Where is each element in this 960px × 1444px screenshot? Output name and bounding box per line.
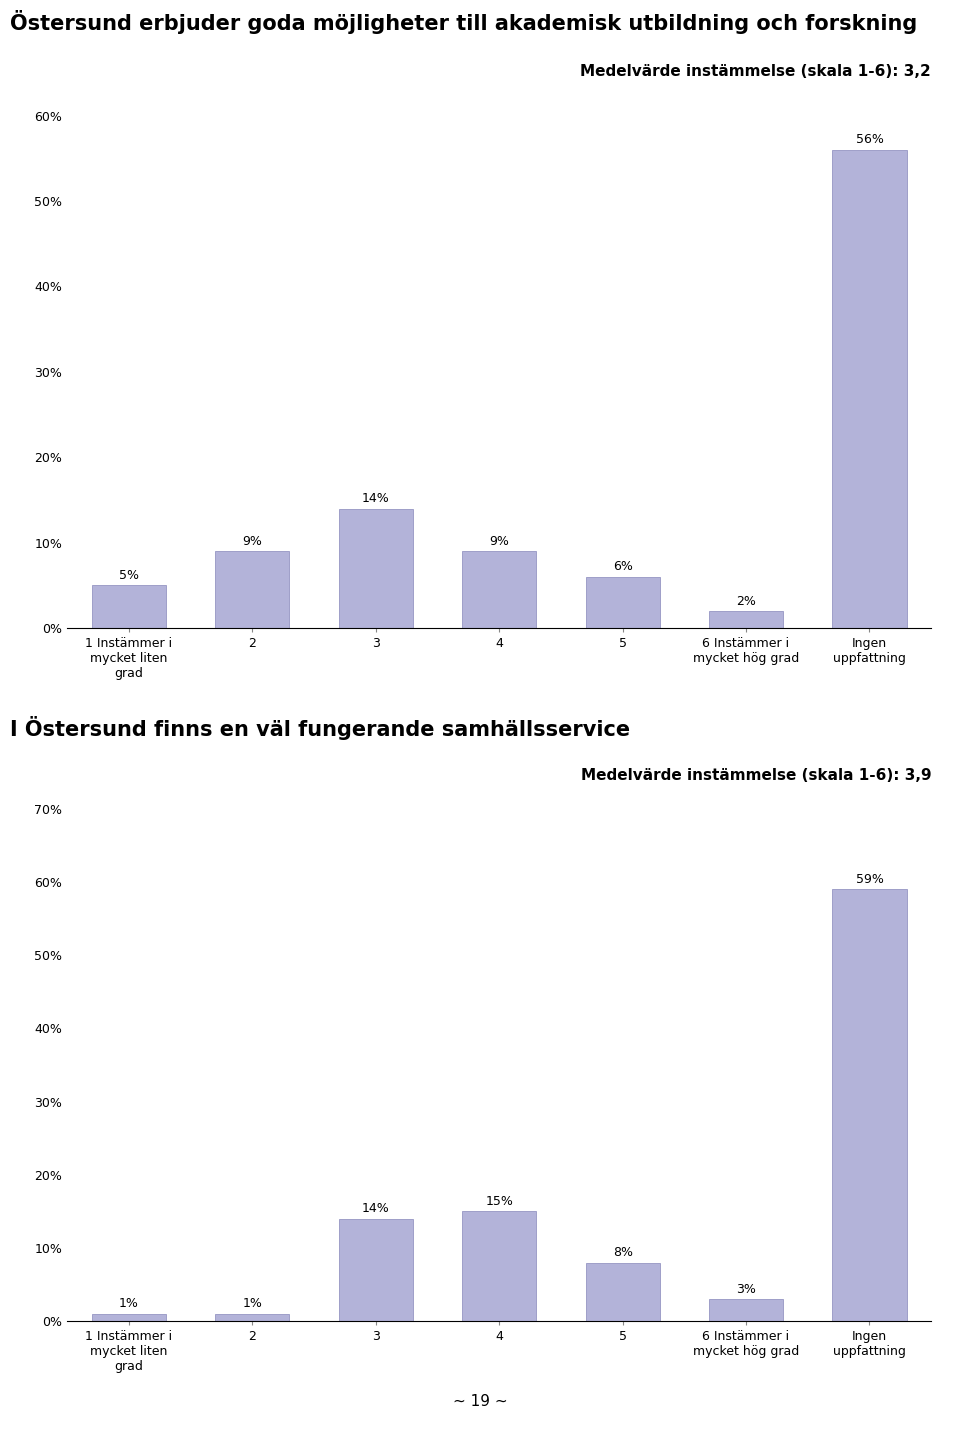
Bar [462, 1212, 537, 1321]
Text: Medelvärde instämmelse (skala 1-6): 3,9: Medelvärde instämmelse (skala 1-6): 3,9 [581, 768, 931, 783]
Text: Östersund erbjuder goda möjligheter till akademisk utbildning och forskning: Östersund erbjuder goda möjligheter till… [10, 10, 917, 35]
Text: 6%: 6% [612, 560, 633, 573]
Text: 1%: 1% [243, 1297, 262, 1310]
Bar [832, 890, 906, 1321]
Text: 15%: 15% [485, 1194, 514, 1207]
Text: I Östersund finns en väl fungerande samhällsservice: I Östersund finns en väl fungerande samh… [10, 716, 630, 741]
Bar [586, 1262, 660, 1321]
Text: 14%: 14% [362, 492, 390, 505]
Bar [215, 552, 289, 628]
Bar [462, 552, 537, 628]
Bar [586, 578, 660, 628]
Text: 3%: 3% [736, 1282, 756, 1295]
Text: 14%: 14% [362, 1201, 390, 1214]
Text: 1%: 1% [119, 1297, 139, 1310]
Text: 9%: 9% [490, 534, 509, 547]
Bar [92, 585, 166, 628]
Bar [832, 150, 906, 628]
Text: 8%: 8% [612, 1246, 633, 1259]
Text: 59%: 59% [855, 872, 883, 885]
Text: 2%: 2% [736, 595, 756, 608]
Bar [92, 1314, 166, 1321]
Text: 9%: 9% [243, 534, 262, 547]
Text: 5%: 5% [119, 569, 139, 582]
Bar [339, 1219, 413, 1321]
Text: 56%: 56% [855, 133, 883, 146]
Bar [215, 1314, 289, 1321]
Bar [709, 1300, 783, 1321]
Text: ~ 19 ~: ~ 19 ~ [453, 1395, 507, 1409]
Text: Medelvärde instämmelse (skala 1-6): 3,2: Medelvärde instämmelse (skala 1-6): 3,2 [581, 64, 931, 78]
Bar [709, 611, 783, 628]
Bar [339, 508, 413, 628]
